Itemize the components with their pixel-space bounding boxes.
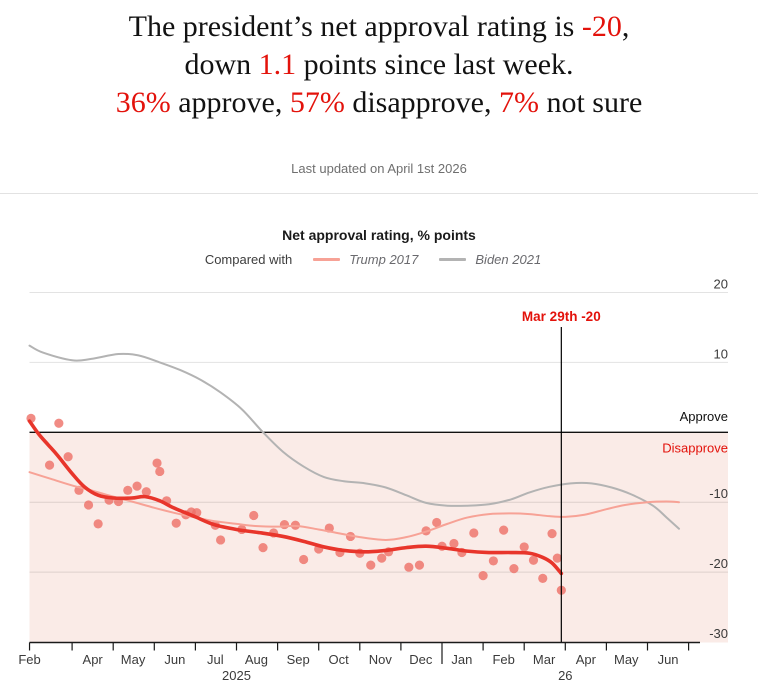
x-axis-month-label: Oct [328,652,349,667]
poll-dot [528,555,539,565]
poll-dot [547,529,557,539]
poll-dot [509,564,519,574]
poll-dot [538,573,548,583]
y-axis-label: -30 [709,626,728,641]
poll-dot [83,500,94,510]
disapprove-zone-band [29,432,728,643]
poll-dot [478,570,488,581]
x-axis-month-label: Aug [245,652,268,667]
poll-dot [215,535,226,545]
last-updated-text: Last updated on April 1st 2026 [291,161,467,176]
y-axis-label: -10 [709,486,728,501]
x-axis-month-label: Apr [83,652,104,667]
x-axis-month-label: Jul [207,652,224,667]
poll-dot [299,554,309,565]
y-axis-label: -20 [709,556,728,571]
x-axis-month-label: May [121,652,146,667]
poll-dot [152,458,162,468]
poll-dot [366,560,376,570]
legend-label-biden-2021: Biden 2021 [475,252,542,267]
poll-dot [519,542,529,552]
x-axis-month-label: Jun [164,652,185,667]
x-axis-month-label: Dec [409,652,433,667]
poll-dot [258,543,268,553]
x-axis-month-label: Jan [451,652,472,667]
y-axis-label: 20 [714,277,728,292]
poll-dot [449,538,459,549]
trump-2017-line-swatch [313,258,341,261]
section-divider [0,193,758,194]
x-axis-month-label: Feb [18,652,40,667]
x-axis-year-label: 26 [558,668,572,683]
poll-dot [171,518,181,528]
x-axis-month-label: Feb [492,652,514,667]
poll-dot [432,517,442,528]
x-axis-month-label: Sep [287,652,310,667]
poll-dot [44,460,55,470]
poll-dot [377,553,387,563]
headline-line: down 1.1 points since last week. [184,48,574,81]
poll-dot [488,556,498,566]
biden-2021-line-swatch [439,258,467,261]
x-axis-month-label: May [614,652,639,667]
legend-prefix: Compared with [204,252,293,267]
x-axis-month-label: Apr [576,652,597,667]
latest-value-annotation: Mar 29th -20 [522,309,601,324]
poll-dot [93,519,103,529]
x-axis-month-label: Mar [533,652,556,667]
x-axis-month-label: Nov [369,652,393,667]
approve-zone-label: Approve [680,409,728,424]
page-title: The president’s net approval rating is -… [0,8,758,122]
poll-dot [249,510,259,521]
poll-dot [63,452,73,462]
trump-2017-trend-line [28,471,681,541]
biden-2021-trend-line [28,344,681,530]
trump-2025-trend-line [27,419,564,576]
poll-dot [132,481,142,491]
poll-dot [141,487,151,497]
x-axis-month-label: Jun [658,652,679,667]
headline-line: The president’s net approval rating is -… [128,10,630,43]
poll-dot [469,528,479,538]
poll-dot [279,519,290,530]
disapprove-zone-label: Disapprove [662,441,728,456]
poll-dot [414,560,425,570]
net-approval-chart: Mar 29th -20 Feb Apr May Jun Jul Aug Sep Oct Nov D… [18,277,728,683]
poll-dot [123,485,133,495]
poll-dot [54,418,64,428]
poll-dot [404,562,414,572]
chart-legend: Compared with Trump 2017 Biden 2021 [0,252,758,267]
legend-label-trump-2017: Trump 2017 [349,252,419,267]
x-axis-year-label: 2025 [222,668,251,683]
poll-dot [155,466,165,477]
poll-dot [499,525,509,535]
y-axis-label: 10 [714,346,728,361]
chart-title: Net approval rating, % points [282,227,476,243]
headline-line: 36% approve, 57% disapprove, 7% not sure [115,86,643,119]
poll-dot [552,553,562,563]
